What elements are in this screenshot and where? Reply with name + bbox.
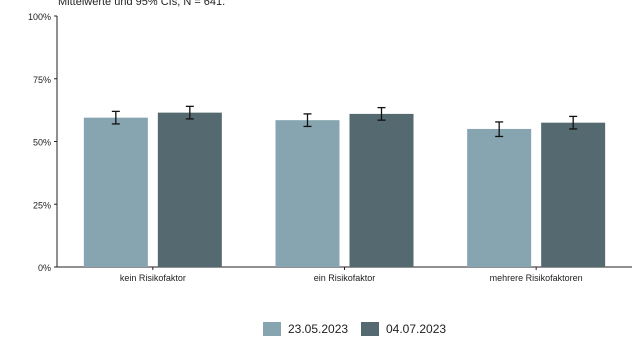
bar (467, 128, 532, 267)
y-tick-label: 50% (33, 138, 51, 148)
y-tick-label: 0% (38, 263, 51, 273)
chart-subtitle: Mittelwerte und 95% CIs, N = 641. (58, 0, 226, 8)
bar (83, 117, 148, 267)
y-tick-label: 100% (28, 12, 51, 22)
legend-label-series-1: 23.05.2023 (288, 322, 349, 336)
legend-item-series-1: 23.05.2023 (263, 322, 348, 336)
bar (275, 120, 340, 267)
legend-label-series-2: 04.07.2023 (386, 322, 447, 336)
x-tick-label: ein Risikofaktor (314, 273, 376, 283)
bar (541, 122, 606, 267)
legend-item-series-2: 04.07.2023 (361, 322, 446, 336)
y-tick-label: 75% (33, 75, 51, 85)
bar (157, 112, 222, 267)
legend-swatch-series-2 (361, 322, 379, 336)
chart-legend: 23.05.2023 04.07.2023 (0, 322, 633, 342)
y-tick-label: 25% (33, 200, 51, 210)
bar-chart: 0% 25% 50% 75% 100% kein Risikofaktor ein Risi… (28, 12, 632, 283)
x-tick-label: mehrere Risikofaktoren (490, 273, 583, 283)
bar (349, 113, 414, 267)
x-tick-label: kein Risikofaktor (120, 273, 186, 283)
legend-swatch-series-1 (263, 322, 281, 336)
